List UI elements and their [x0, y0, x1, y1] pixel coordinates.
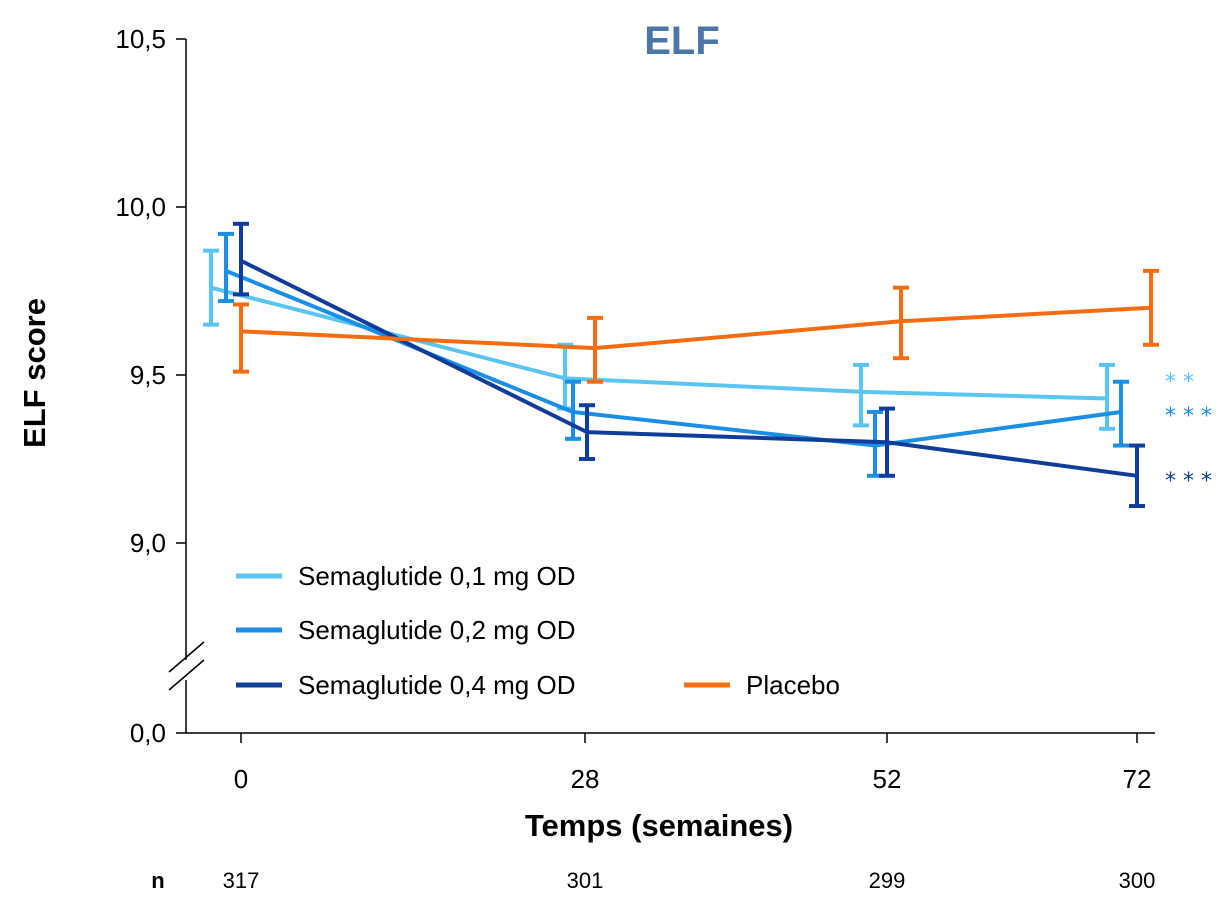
- data-point: [859, 389, 863, 394]
- series-3: [233, 221, 1145, 509]
- series-group: [203, 221, 1159, 509]
- n-value: 300: [1119, 868, 1156, 893]
- data-point: [239, 258, 243, 263]
- significance-label: * * *: [1165, 404, 1212, 429]
- legend-item: Semaglutide 0,4 mg OD: [236, 670, 575, 700]
- legend-label: Semaglutide 0,4 mg OD: [298, 670, 575, 700]
- series-line: [240, 258, 1138, 478]
- data-point: [873, 443, 877, 448]
- data-point: [1149, 305, 1153, 310]
- y-tick-label: 10,0: [115, 192, 166, 222]
- n-value: 301: [567, 868, 604, 893]
- series-line: [240, 305, 1152, 351]
- legend-item: Semaglutide 0,1 mg OD: [236, 561, 575, 591]
- legend-item: Semaglutide 0,2 mg OD: [236, 615, 575, 645]
- series-2: [218, 231, 1129, 478]
- x-tick-label: 72: [1123, 764, 1152, 794]
- n-value: 317: [223, 868, 260, 893]
- axis-break-mark-1: [168, 641, 205, 673]
- data-point: [209, 285, 213, 290]
- chart-title: ELF: [644, 19, 720, 63]
- series-line: [225, 268, 1122, 448]
- x-tick-label: 0: [234, 764, 248, 794]
- data-point: [593, 346, 597, 351]
- data-point: [885, 440, 889, 445]
- series-4: [233, 268, 1159, 384]
- data-point: [1135, 473, 1139, 478]
- x-tick-label: 52: [873, 764, 902, 794]
- series-1: [203, 248, 1115, 431]
- legend-label: Semaglutide 0,2 mg OD: [298, 615, 575, 645]
- y-tick-label: 0,0: [130, 718, 166, 748]
- y-tick-label: 9,0: [130, 528, 166, 558]
- x-tick-label: 28: [571, 764, 600, 794]
- n-value: 299: [869, 868, 906, 893]
- data-point: [224, 268, 228, 273]
- legend-label: Placebo: [746, 670, 840, 700]
- data-point: [899, 319, 903, 324]
- data-point: [571, 409, 575, 414]
- legend-label: Semaglutide 0,1 mg OD: [298, 561, 575, 591]
- significance-labels: * * * * * * * *: [1165, 370, 1212, 494]
- n-title: n: [151, 868, 164, 893]
- legend-item: Placebo: [684, 670, 840, 700]
- x-ticks: 0 28 52 72: [234, 733, 1152, 794]
- data-point: [563, 376, 567, 381]
- y-ticks: 10,5 10,0 9,5 9,0 0,0: [115, 24, 186, 748]
- x-axis-title: Temps (semaines): [525, 808, 793, 843]
- n-row: 317 301 299 300: [223, 868, 1156, 893]
- axis-break-mark-2: [168, 659, 205, 691]
- legend: Semaglutide 0,1 mg OD Semaglutide 0,2 mg …: [236, 561, 840, 700]
- data-point: [1105, 396, 1109, 401]
- data-point: [585, 430, 589, 435]
- significance-label: * * *: [1165, 469, 1212, 494]
- data-point: [239, 329, 243, 334]
- y-tick-label: 9,5: [130, 360, 166, 390]
- data-point: [1119, 409, 1123, 414]
- y-axis-title: ELF score: [17, 298, 52, 448]
- significance-label: * *: [1165, 370, 1194, 395]
- y-tick-label: 10,5: [115, 24, 166, 54]
